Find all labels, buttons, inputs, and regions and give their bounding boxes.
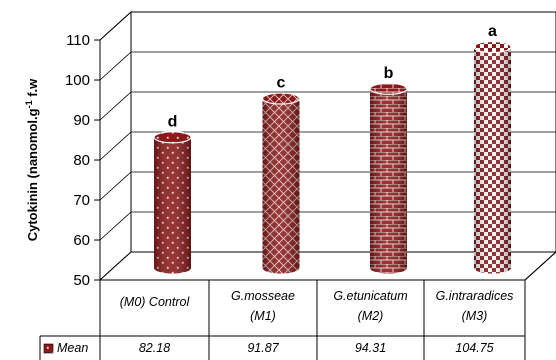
- bar-top: [261, 92, 301, 105]
- gridline: [99, 131, 132, 161]
- gridline: [99, 51, 132, 81]
- y-tick-label: 80: [73, 152, 90, 169]
- value-label: 82.18: [139, 341, 170, 355]
- bar-shading: [474, 47, 511, 274]
- bar: [473, 40, 512, 274]
- y-tick-label: 100: [65, 72, 90, 89]
- y-axis-label: Cytokinin (nanomol.g-1 f.w: [24, 78, 40, 241]
- category-label: (M1): [250, 309, 276, 323]
- legend-label: Mean: [57, 341, 88, 355]
- significance-letters: d c b a: [168, 23, 497, 130]
- value-label: 94.31: [355, 341, 386, 355]
- significance-letter: b: [384, 65, 394, 82]
- table-border: [524, 251, 556, 281]
- y-tick-label: 60: [73, 232, 90, 249]
- data-table: (M0) Control 82.18 G.mosseae (M1) 91.87 G.etu…: [39, 251, 556, 360]
- bar-shading: [262, 98, 300, 274]
- y-axis-ticks: 50 60 70 80 90 100 110: [65, 32, 100, 289]
- bar-top: [473, 40, 512, 54]
- legend-swatch: [43, 343, 54, 354]
- y-tick-label: 110: [66, 32, 90, 49]
- bar-top: [153, 131, 192, 144]
- category-label: G.intraradices: [436, 289, 514, 303]
- bar: [261, 92, 301, 274]
- value-label: 104.75: [455, 341, 493, 355]
- bar: [369, 82, 408, 274]
- value-label: 91.87: [247, 341, 279, 355]
- significance-letter: c: [277, 75, 286, 92]
- y-tick-label: 50: [73, 272, 90, 289]
- bar: [153, 131, 192, 274]
- category-label: (M3): [462, 309, 488, 323]
- gridline: [99, 171, 132, 201]
- significance-letter: a: [488, 23, 497, 40]
- gridline: [99, 91, 132, 121]
- bar-shading: [370, 88, 407, 274]
- bars: [153, 40, 512, 274]
- bar-top: [369, 82, 408, 95]
- gridline: [99, 11, 132, 41]
- gridline: [99, 211, 132, 241]
- category-label: G.etunicatum: [333, 289, 407, 303]
- y-tick-label: 70: [73, 192, 90, 209]
- category-label: (M2): [358, 309, 384, 323]
- category-label: (M0) Control: [120, 295, 191, 309]
- category-label: G.mosseae: [231, 289, 295, 303]
- significance-letter: d: [168, 113, 178, 130]
- bar-shading: [154, 137, 191, 274]
- y-tick-label: 90: [73, 112, 90, 129]
